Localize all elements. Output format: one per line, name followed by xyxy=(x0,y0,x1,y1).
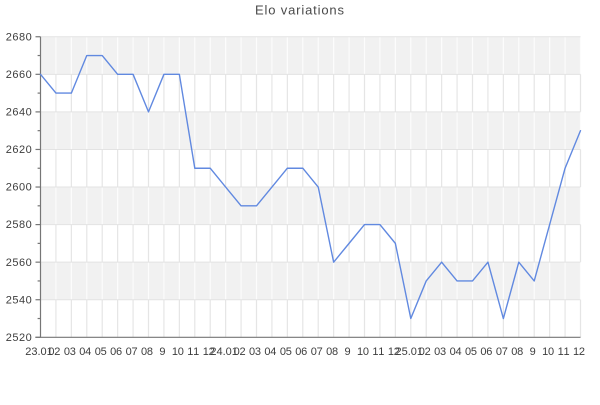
svg-text:2520: 2520 xyxy=(6,332,32,344)
svg-text:02: 02 xyxy=(234,346,246,358)
svg-text:2580: 2580 xyxy=(6,219,32,231)
svg-text:11: 11 xyxy=(558,346,570,358)
svg-text:2680: 2680 xyxy=(6,31,32,43)
svg-text:11: 11 xyxy=(187,346,199,358)
svg-text:05: 05 xyxy=(465,346,477,358)
svg-text:10: 10 xyxy=(357,346,369,358)
svg-text:10: 10 xyxy=(172,346,184,358)
svg-text:2660: 2660 xyxy=(6,69,32,81)
svg-text:04: 04 xyxy=(79,346,91,358)
svg-text:2620: 2620 xyxy=(6,144,32,156)
svg-text:06: 06 xyxy=(110,346,122,358)
svg-text:07: 07 xyxy=(126,346,138,358)
svg-text:2600: 2600 xyxy=(6,182,32,194)
svg-text:08: 08 xyxy=(511,346,523,358)
svg-text:12: 12 xyxy=(388,346,400,358)
svg-text:12: 12 xyxy=(203,346,215,358)
svg-text:Elo variations: Elo variations xyxy=(255,3,345,18)
svg-text:24.01: 24.01 xyxy=(210,346,238,358)
svg-text:2560: 2560 xyxy=(6,257,32,269)
svg-text:07: 07 xyxy=(496,346,508,358)
svg-text:06: 06 xyxy=(480,346,492,358)
svg-text:08: 08 xyxy=(141,346,153,358)
svg-text:05: 05 xyxy=(95,346,107,358)
svg-text:10: 10 xyxy=(542,346,554,358)
svg-text:04: 04 xyxy=(450,346,462,358)
svg-text:03: 03 xyxy=(434,346,446,358)
svg-text:06: 06 xyxy=(295,346,307,358)
svg-text:08: 08 xyxy=(326,346,338,358)
svg-text:25.01: 25.01 xyxy=(396,346,424,358)
svg-text:03: 03 xyxy=(64,346,76,358)
svg-text:12: 12 xyxy=(573,346,585,358)
svg-text:9: 9 xyxy=(530,346,536,358)
svg-text:9: 9 xyxy=(345,346,351,358)
svg-text:9: 9 xyxy=(159,346,165,358)
svg-text:2540: 2540 xyxy=(6,294,32,306)
svg-text:07: 07 xyxy=(311,346,323,358)
svg-text:05: 05 xyxy=(280,346,292,358)
svg-text:2640: 2640 xyxy=(6,106,32,118)
svg-text:03: 03 xyxy=(249,346,261,358)
svg-text:02: 02 xyxy=(48,346,60,358)
svg-text:04: 04 xyxy=(264,346,276,358)
svg-text:02: 02 xyxy=(419,346,431,358)
svg-text:23.01: 23.01 xyxy=(25,346,53,358)
svg-text:11: 11 xyxy=(372,346,384,358)
